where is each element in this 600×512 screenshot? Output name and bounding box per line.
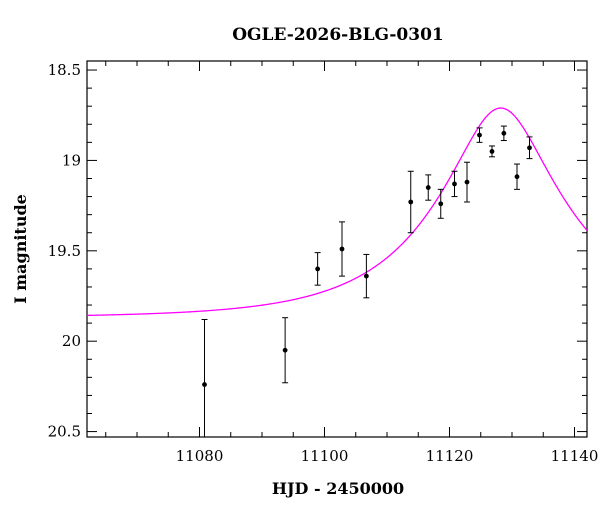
data-point: [514, 163, 520, 190]
data-marker: [514, 174, 520, 180]
data-marker: [425, 185, 431, 190]
plot-frame: [86, 60, 588, 438]
model-curve: [87, 107, 587, 317]
x-tick-labels: 11080 11100 11120 11140: [176, 447, 599, 465]
data-marker: [339, 246, 345, 252]
x-tick-label: 11100: [301, 447, 349, 465]
data-point: [314, 252, 321, 286]
x-tick-label: 11140: [551, 447, 599, 465]
y-tick-label: 18.5: [48, 61, 81, 79]
chart-title: OGLE-2026-BLG-0301: [232, 25, 444, 45]
axis-ticks: [87, 61, 587, 437]
data-marker: [282, 347, 288, 353]
data-marker: [477, 132, 482, 138]
data-points: [201, 125, 533, 437]
x-tick-label: 11120: [426, 447, 474, 465]
data-point: [407, 170, 414, 234]
data-point: [451, 170, 458, 198]
data-point: [464, 161, 470, 203]
y-tick-label: 20: [62, 332, 81, 350]
y-tick-label: 20.5: [48, 423, 81, 441]
data-point: [476, 127, 483, 143]
y-tick-label: 19: [62, 151, 81, 169]
data-marker: [464, 179, 470, 185]
y-tick-label: 19.5: [48, 242, 81, 260]
data-marker: [527, 145, 532, 151]
data-point: [500, 125, 507, 142]
data-marker: [501, 130, 507, 136]
data-marker: [438, 201, 444, 207]
data-marker: [315, 266, 321, 272]
x-axis-label: HJD - 2450000: [272, 479, 404, 498]
data-marker: [452, 181, 457, 187]
data-point: [339, 221, 345, 277]
data-point: [282, 317, 289, 384]
data-marker: [202, 382, 207, 387]
data-marker: [489, 148, 495, 154]
data-marker: [408, 199, 414, 205]
data-point: [489, 145, 495, 158]
y-tick-labels: 18.5 19 19.5 20 20.5: [48, 61, 81, 441]
x-tick-label: 11080: [176, 447, 224, 465]
data-point: [437, 188, 444, 219]
data-point: [363, 253, 370, 299]
data-marker: [363, 273, 369, 279]
data-point: [201, 319, 208, 437]
y-axis-label: I magnitude: [11, 194, 30, 304]
data-point: [526, 136, 533, 160]
data-point: [425, 174, 432, 201]
